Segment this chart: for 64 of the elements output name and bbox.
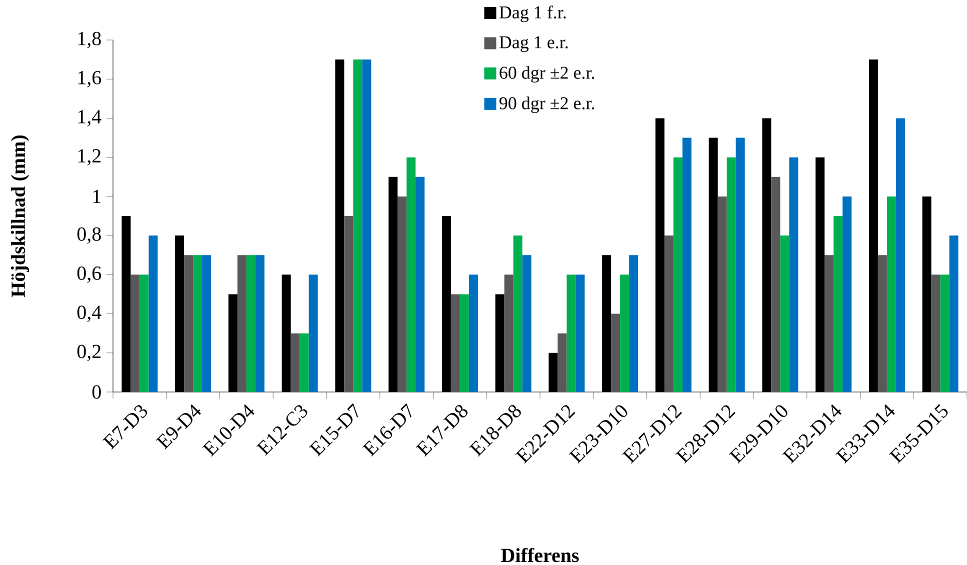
bar [237,255,246,392]
bar [290,333,300,392]
bar [460,294,469,392]
bar [353,60,362,392]
bar [736,138,745,392]
legend-label: Dag 1 f.r. [499,6,566,22]
bar [362,60,372,392]
bar [611,314,620,392]
y-tick-label: 1,2 [78,149,101,166]
bar [130,274,140,392]
bar [949,236,958,392]
bar [202,255,212,392]
bar [718,196,727,392]
bar [184,255,194,392]
bar [886,196,896,392]
bar [193,255,202,392]
bar [140,274,149,392]
bar [629,255,638,392]
bar [771,176,780,392]
y-tick-label: 1,8 [78,32,101,48]
bar [834,216,843,392]
y-tick-label: 0,4 [77,306,102,322]
bar [842,196,852,392]
bar [940,274,950,392]
bar [504,274,514,392]
legend-label: 60 dgr ±2 e.r. [500,66,594,83]
bar [620,274,630,392]
bar [300,333,309,392]
bar [522,255,532,392]
bar [780,236,790,392]
y-tick-label: 0,8 [77,227,101,244]
bar [931,274,940,392]
bar [896,118,905,392]
y-tick-label: 0,6 [77,266,102,283]
bar [558,333,567,392]
bar [824,255,834,392]
bar [255,255,264,392]
bar [148,236,158,392]
legend-label: 90 dgr ±2 e.r. [499,96,594,114]
bar [878,255,887,392]
bar [726,157,736,392]
bar [450,294,460,392]
y-tick-label: 0 [92,385,101,399]
legend-label: Dag 1 e.r. [499,36,568,52]
bar [246,255,256,392]
x-axis-title: Differens [501,548,579,562]
bar [682,138,692,392]
y-tick-label: 1,6 [78,70,102,88]
y-tick-label: 0,2 [77,344,101,362]
bar [789,157,798,392]
bar [566,274,576,392]
y-tick-label: 1,4 [78,110,102,126]
bar [344,216,354,392]
y-axis-title: Höjdskillnad (mm) [10,136,30,298]
bar [416,176,425,392]
y-tick-label: 1 [93,190,100,204]
bar [673,157,682,392]
bar [576,274,585,392]
bar [406,157,416,392]
bar [308,274,318,392]
bar [513,236,522,392]
bar [468,274,478,392]
bar [398,196,407,392]
bar [664,236,674,392]
